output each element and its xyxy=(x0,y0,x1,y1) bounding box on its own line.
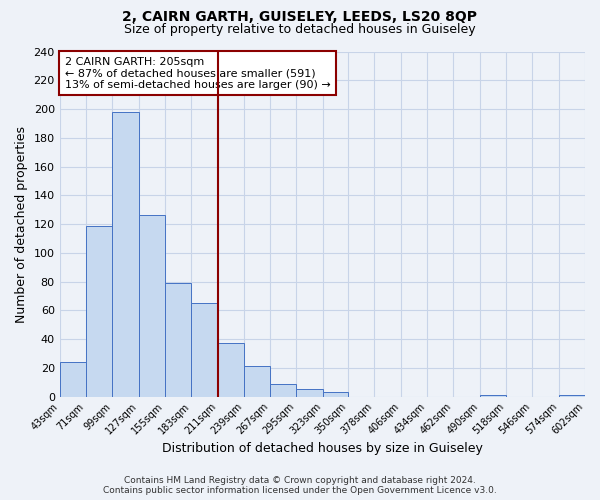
X-axis label: Distribution of detached houses by size in Guiseley: Distribution of detached houses by size … xyxy=(162,442,483,455)
Text: Size of property relative to detached houses in Guiseley: Size of property relative to detached ho… xyxy=(124,22,476,36)
Y-axis label: Number of detached properties: Number of detached properties xyxy=(15,126,28,322)
Bar xyxy=(559,395,585,396)
Bar xyxy=(323,392,348,396)
Bar xyxy=(270,384,296,396)
Bar xyxy=(139,216,165,396)
Bar xyxy=(59,362,86,396)
Bar xyxy=(165,283,191,397)
Text: 2, CAIRN GARTH, GUISELEY, LEEDS, LS20 8QP: 2, CAIRN GARTH, GUISELEY, LEEDS, LS20 8Q… xyxy=(122,10,478,24)
Bar xyxy=(218,344,244,396)
Bar xyxy=(86,226,112,396)
Bar xyxy=(112,112,139,397)
Text: 2 CAIRN GARTH: 205sqm
← 87% of detached houses are smaller (591)
13% of semi-det: 2 CAIRN GARTH: 205sqm ← 87% of detached … xyxy=(65,56,331,90)
Bar xyxy=(480,395,506,396)
Bar xyxy=(191,303,218,396)
Text: Contains HM Land Registry data © Crown copyright and database right 2024.
Contai: Contains HM Land Registry data © Crown c… xyxy=(103,476,497,495)
Bar xyxy=(244,366,270,396)
Bar xyxy=(296,390,323,396)
